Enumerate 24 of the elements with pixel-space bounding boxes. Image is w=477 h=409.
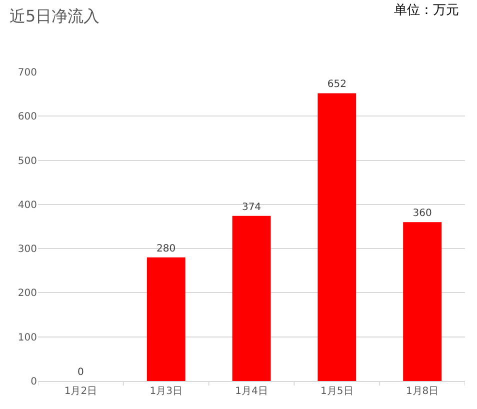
x-tick-label: 1月5日 [320,386,354,397]
x-tick-label: 1月4日 [235,386,268,397]
y-tick-label: 300 [18,244,37,256]
y-tick-label: 0 [30,376,37,388]
data-label: 374 [242,202,262,213]
x-tick-label: 1月8日 [406,386,439,397]
bar [318,93,356,381]
text: 单位：万元 [394,3,459,18]
y-tick-label: 400 [18,200,37,211]
y-tick-label: 200 [18,288,37,300]
bar [403,222,442,381]
data-label: 360 [412,208,432,220]
y-tick-label: 700 [18,68,37,78]
data-label: 0 [78,367,84,378]
x-tick-label: 1月2日 [64,386,98,397]
bar [232,216,271,381]
y-tick-label: 600 [18,112,37,123]
x-tick-label: 1月3日 [150,386,182,397]
bar [146,257,186,381]
data-label: 652 [327,79,346,90]
y-tick-label: 100 [18,332,37,344]
data-label: 280 [156,243,176,254]
chart-title: 近5日净流入 [10,6,100,26]
y-tick-label: 500 [18,156,37,167]
